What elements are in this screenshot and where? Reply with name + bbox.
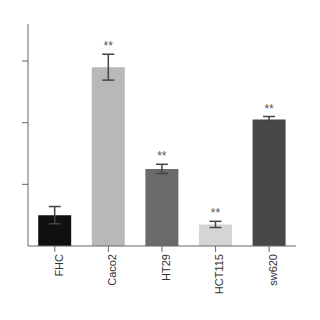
svg-text:FHC: FHC	[53, 254, 65, 277]
svg-text:sw620: sw620	[267, 254, 279, 286]
svg-text:HT29: HT29	[160, 254, 172, 281]
svg-text:Caco2: Caco2	[106, 254, 118, 286]
svg-text:**: **	[157, 149, 167, 163]
svg-text:**: **	[104, 39, 114, 53]
svg-text:HCT115: HCT115	[213, 254, 225, 294]
svg-text:**: **	[264, 102, 274, 116]
svg-text:**: **	[211, 206, 221, 220]
